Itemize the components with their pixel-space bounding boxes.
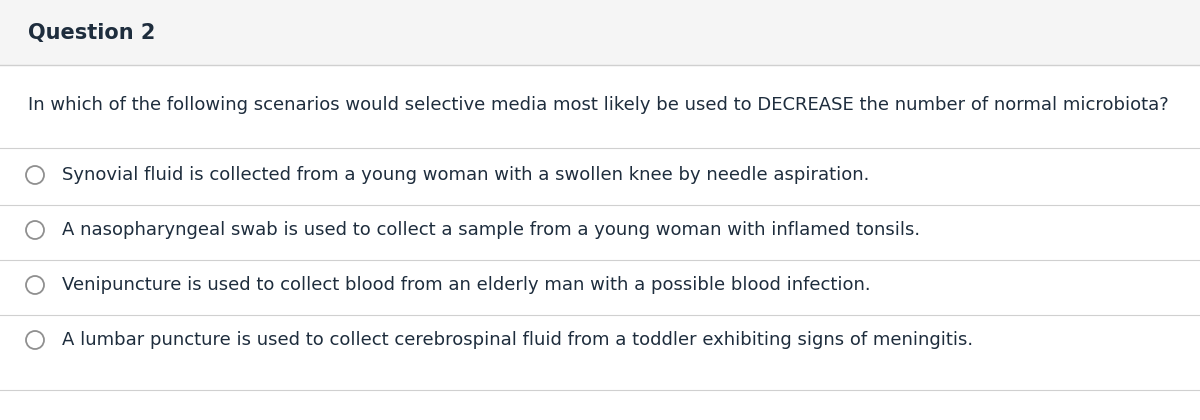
Ellipse shape xyxy=(26,221,44,239)
Ellipse shape xyxy=(26,331,44,349)
Ellipse shape xyxy=(26,166,44,184)
Text: A nasopharyngeal swab is used to collect a sample from a young woman with inflam: A nasopharyngeal swab is used to collect… xyxy=(62,221,920,239)
Ellipse shape xyxy=(26,276,44,294)
Text: In which of the following scenarios would selective media most likely be used to: In which of the following scenarios woul… xyxy=(28,96,1169,114)
Bar xyxy=(0,0,1200,65)
Text: Venipuncture is used to collect blood from an elderly man with a possible blood : Venipuncture is used to collect blood fr… xyxy=(62,276,871,294)
Text: A lumbar puncture is used to collect cerebrospinal fluid from a toddler exhibiti: A lumbar puncture is used to collect cer… xyxy=(62,331,973,349)
Text: Synovial fluid is collected from a young woman with a swollen knee by needle asp: Synovial fluid is collected from a young… xyxy=(62,166,869,184)
Text: Question 2: Question 2 xyxy=(28,23,155,42)
